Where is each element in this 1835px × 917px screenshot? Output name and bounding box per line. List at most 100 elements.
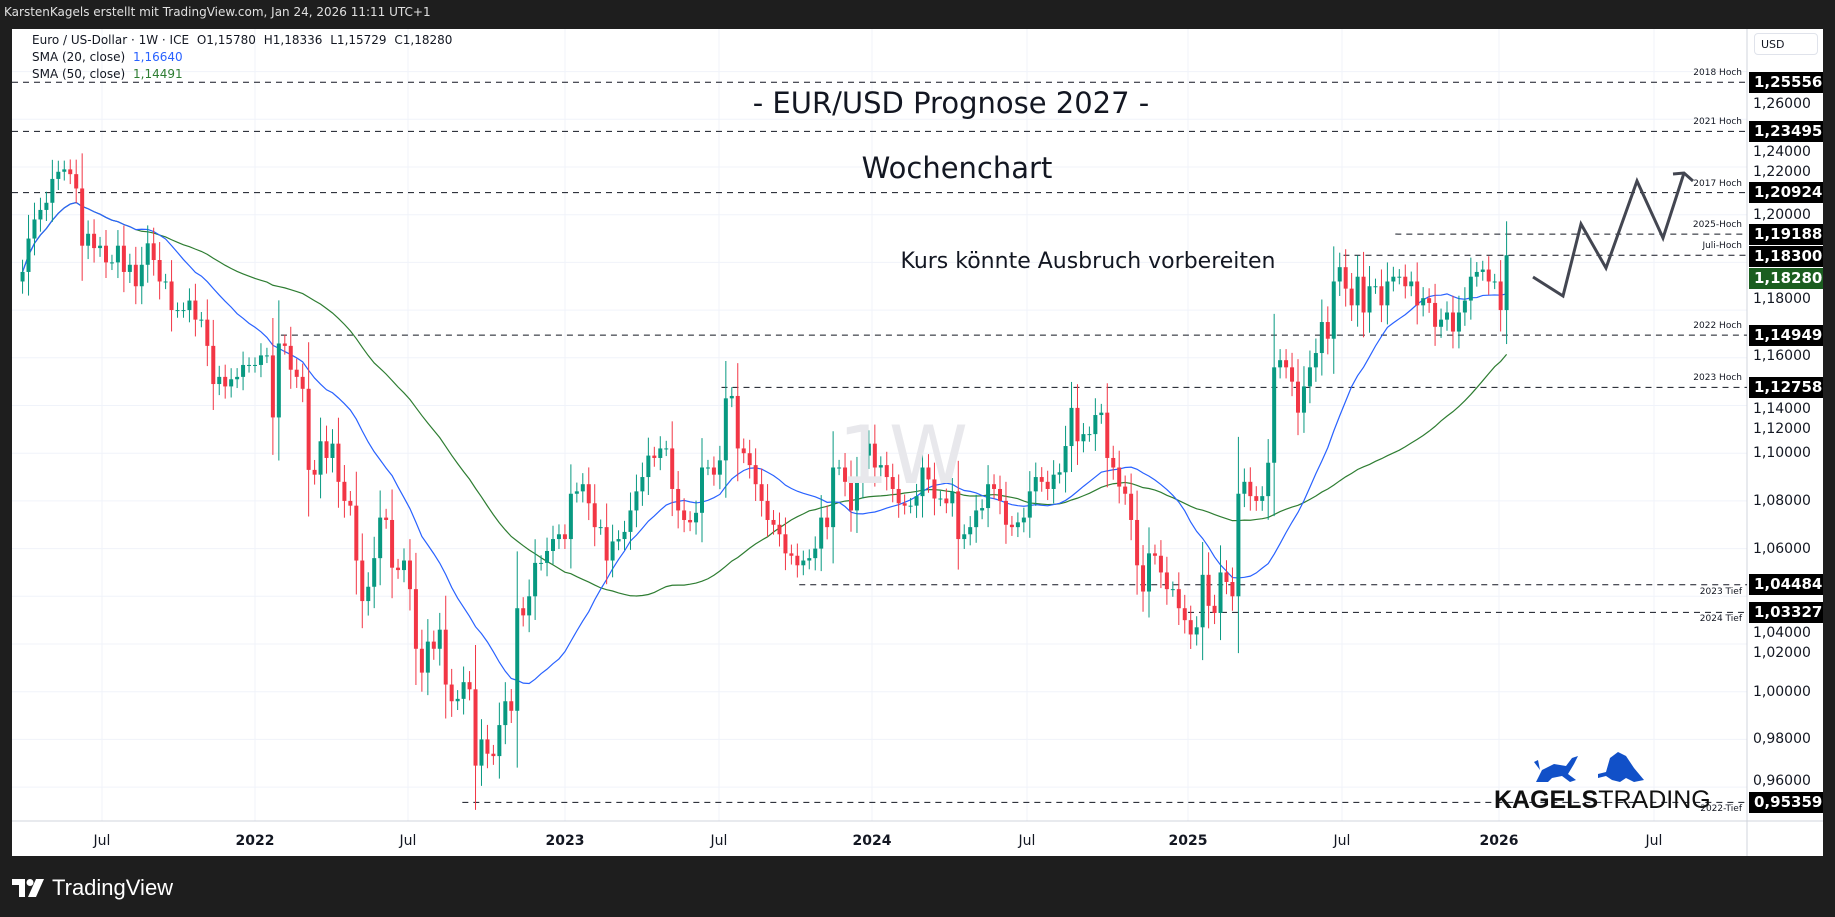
sma20-legend[interactable]: SMA (20, close) 1,16640 bbox=[32, 50, 187, 64]
candle-body bbox=[1397, 276, 1402, 278]
candle-body bbox=[109, 262, 114, 264]
candle-body bbox=[1117, 467, 1122, 487]
candle-body bbox=[443, 629, 448, 685]
time-tick: Jul bbox=[1645, 833, 1663, 849]
price-tick: 1,02000 bbox=[1753, 645, 1811, 661]
price-tick: 1,22000 bbox=[1753, 164, 1811, 180]
candle-body bbox=[62, 169, 67, 172]
candle-body bbox=[330, 443, 335, 458]
time-tick: Jul bbox=[399, 833, 417, 849]
logo-text-bold: KAGELS bbox=[1494, 786, 1599, 814]
candle-body bbox=[932, 479, 937, 499]
current-price-box: 1,18280 bbox=[1749, 267, 1823, 289]
candle-body bbox=[104, 245, 108, 263]
candle-body bbox=[1152, 553, 1157, 556]
candle-body bbox=[1260, 496, 1265, 501]
chart-panel[interactable]: Euro / US-Dollar · 1W · ICE O1,15780 H1,… bbox=[12, 29, 1823, 856]
candle-body bbox=[1284, 360, 1289, 368]
candle-body bbox=[592, 503, 597, 528]
candle-body bbox=[455, 698, 460, 702]
candle-body bbox=[169, 281, 174, 311]
candle-body bbox=[545, 550, 550, 563]
tradingview-logo[interactable]: TradingView bbox=[12, 875, 173, 901]
candle-body bbox=[264, 355, 269, 357]
candle-body bbox=[1456, 312, 1461, 332]
sma50-value: 1,14491 bbox=[133, 67, 183, 81]
candle-body bbox=[1009, 524, 1014, 528]
candle-body bbox=[145, 243, 150, 265]
candle-body bbox=[372, 558, 377, 587]
candle-body bbox=[1504, 255, 1509, 311]
price-chart[interactable] bbox=[12, 29, 1823, 856]
candle-body bbox=[1003, 500, 1008, 525]
candle-body bbox=[676, 488, 681, 511]
candle-body bbox=[1272, 367, 1277, 463]
price-tick: 1,08000 bbox=[1753, 492, 1811, 509]
candle-body bbox=[801, 560, 806, 566]
level-price-box: 1,20924 bbox=[1749, 182, 1823, 204]
candle-body bbox=[968, 527, 973, 535]
candle-body bbox=[688, 519, 693, 523]
candle-body bbox=[765, 500, 770, 520]
candle-body bbox=[628, 510, 633, 532]
candle-body bbox=[998, 488, 1002, 501]
currency-button[interactable]: USD bbox=[1754, 33, 1818, 55]
candle-body bbox=[360, 560, 365, 602]
candle-body bbox=[747, 453, 752, 466]
candle-body bbox=[473, 689, 478, 766]
sma50-legend[interactable]: SMA (50, close) 1,14491 bbox=[32, 67, 187, 81]
candle-body bbox=[1111, 457, 1116, 468]
candle-body bbox=[1278, 360, 1283, 368]
time-tick: Jul bbox=[1333, 833, 1351, 849]
candle-body bbox=[1242, 481, 1247, 494]
candle-body bbox=[1141, 565, 1146, 592]
candle-body bbox=[1331, 281, 1336, 339]
level-price-box: 1,12758 bbox=[1749, 376, 1823, 398]
level-label: 2018 Hoch bbox=[1693, 68, 1742, 79]
candle-body bbox=[1105, 412, 1110, 458]
candle-body bbox=[1158, 555, 1163, 573]
candle-body bbox=[771, 519, 776, 525]
candle-body bbox=[1027, 491, 1032, 518]
candle-body bbox=[366, 586, 371, 602]
candle-body bbox=[980, 508, 985, 511]
candle-body bbox=[1450, 312, 1455, 332]
candle-body bbox=[598, 527, 603, 529]
candle-body bbox=[1033, 477, 1038, 492]
candle-body bbox=[133, 264, 138, 287]
time-tick: 2022 bbox=[235, 833, 275, 849]
candle-body bbox=[884, 465, 889, 478]
candle-body bbox=[956, 491, 961, 540]
candle-body bbox=[1069, 407, 1074, 447]
candle-body bbox=[485, 739, 490, 754]
candle-body bbox=[1391, 276, 1396, 282]
candle-body bbox=[1075, 407, 1080, 442]
candle-body bbox=[872, 443, 877, 468]
candle-body bbox=[1147, 553, 1151, 592]
candle-body bbox=[914, 496, 919, 506]
level-label: 2021 Hoch bbox=[1693, 117, 1742, 128]
candle-body bbox=[276, 343, 281, 418]
candle-body bbox=[515, 608, 520, 711]
level-label: 2017 Hoch bbox=[1693, 178, 1742, 189]
candle-body bbox=[926, 467, 931, 480]
candle-body bbox=[258, 355, 263, 365]
candle-body bbox=[205, 319, 210, 346]
price-tick: 1,12000 bbox=[1753, 420, 1811, 437]
candle-body bbox=[300, 376, 305, 389]
chart-credit: KarstenKagels erstellt mit TradingView.c… bbox=[4, 5, 431, 19]
price-tick: 1,10000 bbox=[1753, 445, 1811, 462]
interval-watermark: 1W bbox=[838, 409, 968, 502]
candle-body bbox=[711, 467, 716, 475]
candle-body bbox=[527, 596, 532, 616]
candle-body bbox=[312, 469, 317, 475]
candle-body bbox=[449, 684, 454, 702]
candle-body bbox=[1349, 288, 1354, 306]
symbol-legend: Euro / US-Dollar · 1W · ICE O1,15780 H1,… bbox=[32, 33, 456, 47]
sma20-value: 1,16640 bbox=[133, 50, 183, 64]
candle-body bbox=[878, 465, 883, 468]
candle-body bbox=[461, 682, 466, 699]
candle-body bbox=[604, 527, 609, 561]
candle-body bbox=[437, 629, 442, 649]
candle-body bbox=[759, 484, 764, 501]
